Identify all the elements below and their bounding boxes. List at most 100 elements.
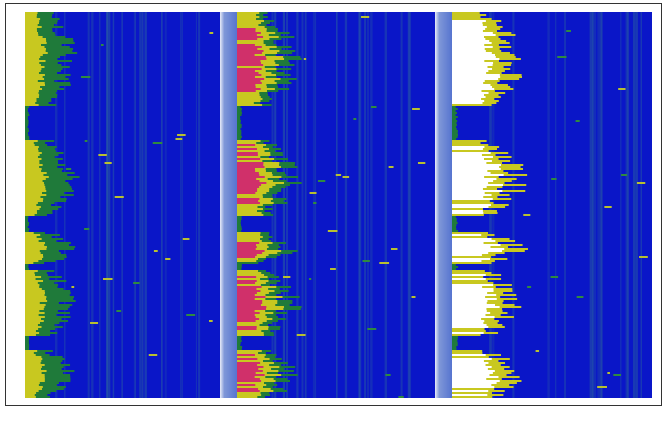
heat-cell: [25, 64, 62, 66]
heat-cell: [452, 128, 457, 130]
heat-cell: [237, 60, 261, 62]
speck: [551, 178, 557, 180]
heat-cell: [25, 36, 43, 38]
heat-cell: [25, 24, 55, 26]
heat-cell: [452, 238, 492, 240]
heat-cell: [25, 116, 28, 118]
heat-cell: [237, 262, 259, 264]
speck: [621, 174, 628, 176]
heat-cell: [25, 248, 47, 250]
heat-cell: [25, 86, 41, 88]
heat-cell: [25, 310, 58, 312]
heat-cell: [25, 162, 40, 164]
heat-cell: [25, 358, 43, 360]
heat-cell: [452, 66, 488, 68]
heat-cell: [25, 198, 44, 200]
speck: [153, 250, 158, 252]
heat-cell: [452, 96, 486, 98]
heat-cell: [25, 52, 78, 54]
heat-cell: [25, 198, 67, 200]
heat-cell: [452, 302, 487, 304]
heat-cell: [25, 176, 80, 178]
heat-cell: [452, 50, 486, 52]
heat-cell: [25, 306, 45, 308]
heat-cell: [237, 226, 242, 228]
heat-cell: [452, 372, 493, 374]
heat-cell: [237, 236, 263, 238]
speck: [90, 322, 99, 324]
heat-cell: [452, 194, 492, 196]
heat-cell: [25, 12, 38, 14]
heat-cell: [25, 64, 41, 66]
heat-cell: [25, 100, 52, 102]
heat-cell: [25, 140, 38, 142]
speck: [209, 320, 213, 322]
heat-cell: [237, 12, 260, 14]
heat-cell: [237, 344, 241, 346]
heat-cell: [25, 284, 40, 286]
heat-cell: [25, 354, 50, 356]
heat-cell: [452, 306, 500, 308]
heat-cell: [25, 250, 40, 252]
heat-cell: [25, 196, 61, 198]
heat-cell: [25, 160, 58, 162]
heat-cell: [237, 110, 242, 112]
heat-cell: [452, 62, 494, 64]
heat-cell: [237, 128, 241, 130]
heat-cell: [25, 280, 44, 282]
streak: [283, 12, 285, 398]
streak: [591, 12, 594, 398]
heat-cell: [452, 168, 501, 170]
heat-cell: [237, 248, 256, 250]
heat-cell: [237, 272, 262, 274]
heat-cell: [237, 162, 264, 164]
streak: [564, 12, 566, 398]
heat-cell: [25, 328, 39, 330]
heat-cell: [452, 214, 484, 216]
heat-cell: [25, 62, 40, 64]
heat-cell: [237, 76, 255, 78]
heat-cell: [25, 234, 41, 236]
heat-cell: [237, 28, 256, 30]
speck: [367, 328, 377, 330]
heat-cell: [452, 166, 500, 168]
heat-cell: [25, 42, 75, 44]
heat-cell: [25, 102, 36, 104]
heat-cell: [237, 322, 263, 324]
heat-cell: [452, 140, 487, 142]
heat-cell: [452, 150, 489, 152]
heat-cell: [452, 162, 487, 164]
heat-cell: [25, 376, 71, 378]
speck: [566, 30, 571, 32]
heat-cell: [452, 210, 483, 212]
heat-cell: [237, 194, 263, 196]
heat-cell: [25, 84, 46, 86]
heat-cell: [452, 224, 457, 226]
heat-cell: [25, 382, 59, 384]
speck: [535, 350, 540, 352]
heat-cell: [452, 34, 496, 36]
heat-cell: [237, 364, 258, 366]
heat-cell: [25, 20, 40, 22]
heat-cell: [25, 396, 50, 398]
heat-cell: [237, 36, 264, 38]
heat-cell: [452, 206, 489, 208]
heat-cell: [237, 102, 254, 104]
heat-cell: [25, 396, 36, 398]
heat-cell: [237, 86, 256, 88]
heat-cell: [237, 280, 257, 282]
speck: [65, 168, 72, 170]
heat-cell: [452, 328, 485, 330]
heat-cell: [237, 56, 266, 58]
heat-cell: [25, 242, 71, 244]
streak: [161, 12, 163, 398]
speck: [362, 260, 370, 262]
heat-cell: [452, 250, 503, 252]
heat-cell: [452, 264, 456, 266]
heat-cell: [237, 84, 256, 86]
heat-cell: [25, 318, 62, 320]
heat-cell: [452, 346, 457, 348]
heat-cell: [25, 108, 28, 110]
heat-cell: [25, 80, 55, 82]
heat-cell: [452, 130, 458, 132]
